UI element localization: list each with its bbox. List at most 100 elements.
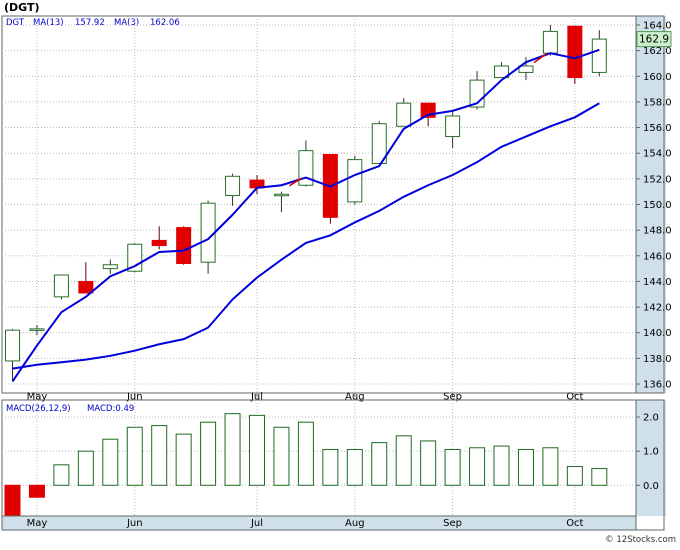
macd-bar-positive <box>542 447 559 486</box>
chart-title: (DGT) <box>4 1 40 14</box>
macd-bar-positive <box>591 468 608 486</box>
price-y-tick-label: 156.0 <box>643 123 672 134</box>
candle-up <box>53 274 69 298</box>
ma3-line-last-segment <box>574 48 600 60</box>
price-y-tick-label: 138.0 <box>643 354 672 365</box>
macd-x-tick-label: Oct <box>566 518 583 529</box>
price-y-tick-label: 154.0 <box>643 149 672 160</box>
legend-ma3-value: 162.06 <box>150 18 180 28</box>
candle-up <box>200 202 216 263</box>
macd-bar-positive <box>395 435 412 486</box>
macd-bar-positive <box>517 448 534 486</box>
price-x-tick-label: Jul <box>250 392 263 403</box>
price-y-tick-label: 162.0 <box>643 46 672 57</box>
macd-bar-negative <box>4 484 21 517</box>
candle-up <box>225 175 241 197</box>
macd-y-axis: 0.0 1.0 2.0 <box>636 413 659 492</box>
macd-bar-positive <box>126 426 143 486</box>
candle-up <box>273 193 289 197</box>
price-grid <box>2 16 636 393</box>
macd-legend-label: MACD(26,12,9) <box>6 404 71 414</box>
macd-bar-positive <box>77 450 94 486</box>
candle-down <box>151 239 167 247</box>
watermark: © 12Stocks.com <box>605 535 676 545</box>
macd-x-tick-label: Aug <box>345 518 365 529</box>
price-y-tick-label: 148.0 <box>643 226 672 237</box>
macd-bar-positive <box>273 426 290 486</box>
candle-up <box>298 150 314 186</box>
price-x-tick-label: Sep <box>443 392 462 403</box>
candle-up <box>396 102 412 127</box>
macd-bar-positive <box>444 448 461 486</box>
macd-bar-positive <box>420 440 437 486</box>
candle-up <box>5 329 20 362</box>
macd-bar-series <box>4 413 608 517</box>
macd-bar-positive <box>371 442 388 486</box>
last-price-marker: 162.9 <box>636 31 672 48</box>
macd-bar-positive <box>200 421 217 486</box>
macd-bar-positive <box>151 425 168 486</box>
macd-bar-positive <box>346 448 363 486</box>
macd-bar-positive <box>53 464 70 486</box>
macd-x-tick-label: Sep <box>443 518 462 529</box>
price-x-tick-label: Jun <box>126 392 143 403</box>
candle-down <box>78 280 94 294</box>
price-y-tick-label: 144.0 <box>643 277 672 288</box>
ma3-line <box>11 52 576 383</box>
macd-x-tick-label: Jul <box>250 518 263 529</box>
candle-up <box>29 328 45 331</box>
price-y-tick-label: 164.0 <box>643 20 672 31</box>
macd-bar-positive <box>493 445 510 486</box>
macd-x-axis: May Jun Jul Aug Sep Oct <box>1 515 637 531</box>
candle-down <box>567 25 583 79</box>
macd-x-tick-label: Jun <box>126 518 143 529</box>
price-y-tick-label: 158.0 <box>643 97 672 108</box>
macd-x-tick-label: May <box>27 518 48 529</box>
macd-legend-value: MACD:0.49 <box>87 404 134 414</box>
price-x-tick-label: Oct <box>566 392 583 403</box>
macd-bar-negative <box>28 484 45 498</box>
legend-symbol: DGT <box>6 18 25 28</box>
macd-bar-positive <box>566 466 583 486</box>
macd-bar-positive <box>175 433 192 486</box>
last-price-label: 162.9 <box>639 34 669 46</box>
macd-y-tick-label: 1.0 <box>643 447 659 458</box>
macd-bar-positive <box>469 447 486 486</box>
last-price-box <box>636 31 672 48</box>
legend-ma3-label: MA(3) <box>114 18 139 28</box>
price-y-tick-label: 140.0 <box>643 328 672 339</box>
legend-ma13-value: 157.92 <box>75 18 105 28</box>
legend-ma13-label: MA(13) <box>33 18 64 28</box>
price-x-tick-label: May <box>27 392 48 403</box>
macd-y-tick-label: 2.0 <box>643 413 659 424</box>
macd-bar-positive <box>322 448 339 486</box>
candle-up <box>445 115 461 138</box>
candle-up <box>494 65 509 79</box>
candle-up <box>102 264 118 270</box>
price-x-axis: May Jun Jul Aug Sep Oct <box>27 392 584 403</box>
candle-up <box>347 159 363 203</box>
candle-up <box>542 30 558 54</box>
price-axis-band <box>636 16 666 393</box>
candle-down <box>176 227 192 264</box>
price-y-tick-label: 160.0 <box>643 72 672 83</box>
macd-bar-positive <box>249 414 265 486</box>
macd-x-axis-band <box>1 515 637 531</box>
ma13-line <box>12 102 600 370</box>
candle-up <box>371 123 387 164</box>
price-y-tick-label: 146.0 <box>643 251 672 262</box>
macd-axis-band <box>636 400 666 516</box>
price-y-tick-label: 142.0 <box>643 303 672 314</box>
moving-average-lines <box>11 48 600 383</box>
macd-bar-positive <box>297 421 314 486</box>
price-x-tick-label: Aug <box>345 392 365 403</box>
macd-bar-positive <box>224 413 241 486</box>
candle-up <box>591 38 607 73</box>
ma3-down-accent <box>289 177 303 187</box>
price-y-tick-label: 150.0 <box>643 200 672 211</box>
candle-up <box>518 65 534 73</box>
price-y-tick-label: 136.0 <box>643 380 672 391</box>
macd-bar-positive <box>102 438 119 486</box>
